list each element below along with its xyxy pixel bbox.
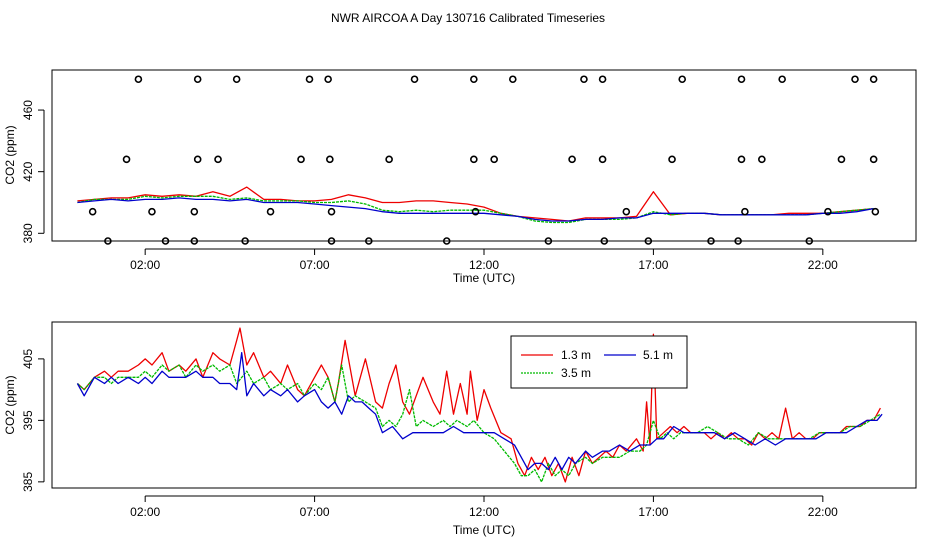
legend: 1.3 m 3.5 m 5.1 m [510,335,688,389]
top-calibration-points [88,75,880,245]
top-series-group [77,186,874,224]
calibration-point [326,155,334,164]
bottom-series-line-3-5-m [76,364,881,483]
bottom-series-line-1-3-m [76,327,881,483]
calibration-point [737,155,746,164]
calibration-point [297,155,305,164]
calibration-point [193,155,202,164]
bottom-x-axis-label: Time (UTC) [453,523,515,537]
calibration-point [678,75,687,84]
bottom-y-tick-label: 395 [21,410,35,430]
calibration-point [410,75,419,84]
bottom-plot-frame [51,321,917,489]
top-x-tick-label: 02:00 [130,258,160,272]
top-y-tick-label: 420 [21,161,35,181]
chart-title: NWR AIRCOA A Day 130716 Calibrated Times… [331,11,605,25]
calibration-point [442,237,451,245]
calibration-point [871,207,880,216]
top-axes: 02:00 07:00 12:00 17:00 22:00 380 420 460 [21,100,838,272]
calibration-point [193,75,202,84]
calibration-point [644,237,653,245]
top-panel: 02:00 07:00 12:00 17:00 22:00 380 420 460 Time … [3,69,917,285]
bottom-x-tick-label: 22:00 [808,505,838,519]
legend-box [510,335,688,389]
bottom-y-tick-label: 405 [21,349,35,369]
calibration-point [232,75,241,84]
calibration-point [88,207,97,216]
calibration-point [741,207,749,216]
top-x-tick-label: 07:00 [300,258,330,272]
calibration-point [190,237,199,245]
calibration-point [824,207,832,216]
calibration-point [161,237,170,245]
calibration-point [471,207,480,216]
calibration-point [568,155,576,164]
top-y-tick-label: 380 [21,223,35,243]
calibration-point [869,75,878,84]
bottom-y-axis-label: CO2 (ppm) [3,375,17,434]
calibration-point [668,155,676,164]
calibration-point [122,155,131,164]
calibration-point [837,155,846,164]
bottom-x-tick-label: 17:00 [638,505,668,519]
calibration-point [104,237,112,245]
legend-label-3-5m: 3.5 m [561,366,591,380]
bottom-y-tick-label: 385 [21,472,35,492]
calibration-point [598,155,607,164]
top-x-tick-label: 17:00 [638,258,668,272]
calibration-point [490,155,498,164]
calibration-point [327,237,336,245]
calibration-point [805,237,814,245]
top-x-axis-label: Time (UTC) [453,271,515,285]
calibration-point [778,75,786,84]
calibration-point [385,155,393,164]
calibration-point [266,207,275,216]
calibration-point [241,237,249,245]
bottom-x-tick-label: 12:00 [469,505,499,519]
calibration-point [214,155,222,164]
calibration-point [580,75,588,84]
calibration-point [470,75,478,84]
bottom-panel: 02:00 07:00 12:00 17:00 22:00 385 395 405 Time … [3,321,917,537]
calibration-point [758,155,766,164]
top-x-tick-label: 22:00 [808,258,838,272]
calibration-point [190,207,199,216]
bottom-series-line-5-1-m [76,352,883,471]
legend-label-1-3m: 1.3 m [561,348,591,362]
calibration-point [134,75,143,84]
top-series-line-1-3-m [77,186,874,222]
calibration-point [734,237,742,245]
legend-label-5-1m: 5.1 m [643,348,673,362]
top-y-axis-label: CO2 (ppm) [3,125,17,184]
top-plot-frame [51,69,917,242]
top-y-tick-label: 460 [21,100,35,120]
calibration-point [598,75,607,84]
calibration-point [869,155,878,164]
top-x-tick-label: 12:00 [469,258,499,272]
calibration-point [305,75,314,84]
calibration-point [324,75,332,84]
bottom-x-tick-label: 07:00 [300,505,330,519]
bottom-axes: 02:00 07:00 12:00 17:00 22:00 385 395 405 [21,349,838,519]
calibration-point [508,75,517,84]
calibration-point [622,207,631,216]
calibration-point [600,237,609,245]
calibration-point [737,75,746,84]
calibration-point [544,237,553,245]
bottom-series-group [76,327,883,483]
calibration-point [327,207,336,216]
calibration-point [148,207,156,216]
calibration-point [470,155,478,164]
calibration-point [707,237,715,245]
bottom-x-tick-label: 02:00 [130,505,160,519]
top-series-line-5-1-m [77,197,874,222]
calibration-point [364,237,373,245]
calibration-point [851,75,859,84]
